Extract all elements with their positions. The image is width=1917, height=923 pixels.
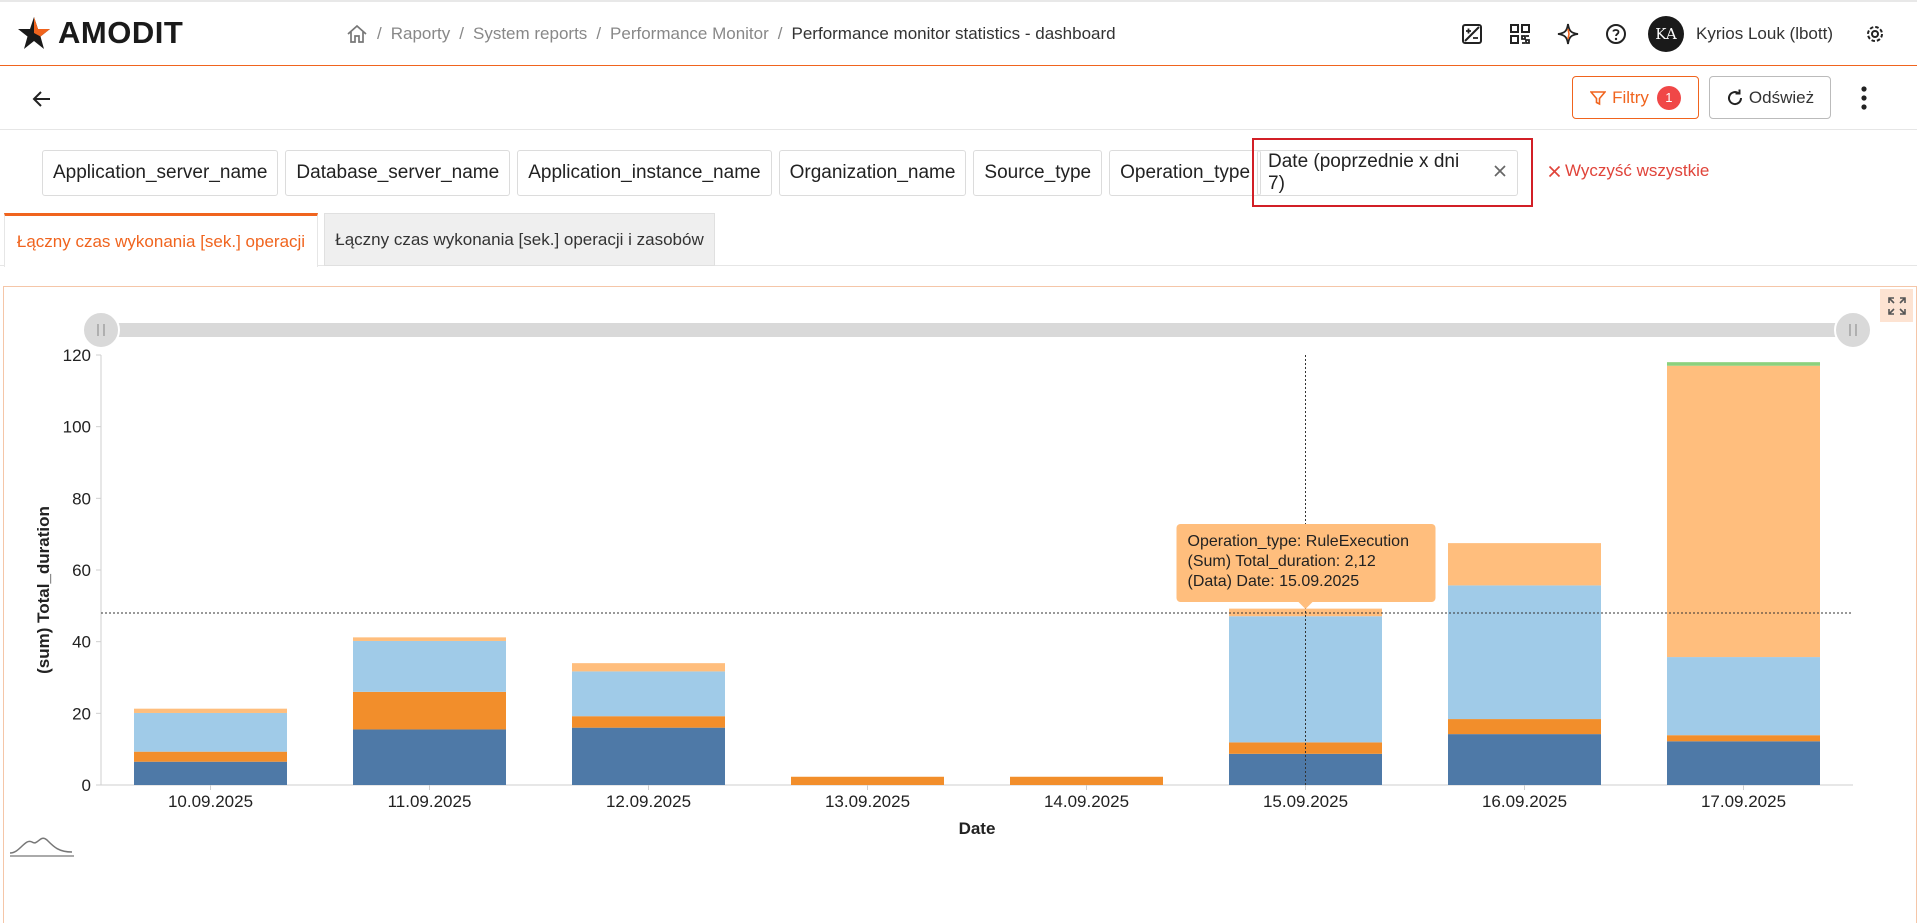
- date-filter-chip[interactable]: Date (poprzednie x dni 7): [1257, 150, 1518, 196]
- filter-chip[interactable]: Application_server_name: [42, 150, 279, 196]
- help-icon[interactable]: [1604, 22, 1628, 46]
- breadcrumb: / Raporty / System reports / Performance…: [346, 24, 1116, 44]
- breadcrumb-separator: /: [596, 24, 602, 43]
- logo[interactable]: AMODIT: [16, 15, 183, 51]
- avatar[interactable]: KA: [1648, 16, 1684, 52]
- back-arrow-icon[interactable]: [30, 87, 54, 111]
- breadcrumb-separator: /: [377, 24, 382, 43]
- page-toolbar: Filtry 1 Odśwież: [0, 67, 1917, 130]
- filter-chips: Application_server_name Database_server_…: [42, 150, 1268, 196]
- user-name[interactable]: Kyrios Louk (lbott): [1696, 24, 1833, 43]
- filter-chip[interactable]: Source_type: [973, 150, 1103, 196]
- tab-operations-resources-duration[interactable]: Łączny czas wykonania [sek.] operacji i …: [324, 213, 715, 266]
- filter-chip[interactable]: Organization_name: [778, 150, 967, 196]
- close-icon: [1548, 165, 1561, 177]
- more-options-icon[interactable]: [1852, 84, 1876, 112]
- fullscreen-icon[interactable]: [1880, 289, 1913, 322]
- clear-all-filters-button[interactable]: Wyczyść wszystkie: [1548, 161, 1709, 181]
- image-icon[interactable]: [1460, 22, 1484, 46]
- breadcrumb-current: Performance monitor statistics - dashboa…: [791, 24, 1116, 43]
- filter-chip[interactable]: Operation_type: [1109, 150, 1262, 196]
- dashboard-icon[interactable]: [1508, 22, 1532, 46]
- chart-panel: [3, 286, 1917, 923]
- breadcrumb-separator: /: [777, 24, 783, 43]
- date-chip-highlight: [1252, 138, 1533, 207]
- filter-chip[interactable]: Database_server_name: [285, 150, 511, 196]
- header-actions: KA Kyrios Louk (lbott): [1436, 16, 1917, 52]
- ai-sparkle-icon[interactable]: [1556, 22, 1580, 46]
- gear-icon[interactable]: [1863, 22, 1887, 46]
- filter-chip[interactable]: Application_instance_name: [517, 150, 772, 196]
- filters-label: Filtry: [1612, 87, 1649, 107]
- home-icon[interactable]: [346, 24, 368, 44]
- remove-filter-icon[interactable]: [1493, 162, 1507, 184]
- breadcrumb-item-performance-monitor[interactable]: Performance Monitor: [610, 24, 769, 43]
- refresh-icon: [1727, 89, 1742, 105]
- breadcrumb-separator: /: [459, 24, 464, 43]
- filter-icon: [1590, 90, 1607, 105]
- refresh-label: Odśwież: [1748, 87, 1815, 107]
- breadcrumb-item-raporty[interactable]: Raporty: [390, 24, 451, 43]
- top-bar: AMODIT / Raporty / System reports / Perf…: [0, 0, 1917, 66]
- report-tabs: Łączny czas wykonania [sek.] operacji Łą…: [0, 213, 1917, 267]
- logo-star-icon: [18, 17, 50, 49]
- tab-operations-duration[interactable]: Łączny czas wykonania [sek.] operacji: [4, 213, 318, 267]
- breadcrumb-item-system-reports[interactable]: System reports: [473, 24, 588, 43]
- filters-count-badge: 1: [1656, 85, 1681, 110]
- filters-button[interactable]: Filtry 1: [1572, 76, 1699, 119]
- date-chip-label: Date (poprzednie x dni 7): [1268, 151, 1460, 194]
- logo-text: AMODIT: [58, 15, 184, 50]
- refresh-button[interactable]: Odśwież: [1709, 76, 1831, 119]
- clear-all-label: Wyczyść wszystkie: [1565, 161, 1710, 180]
